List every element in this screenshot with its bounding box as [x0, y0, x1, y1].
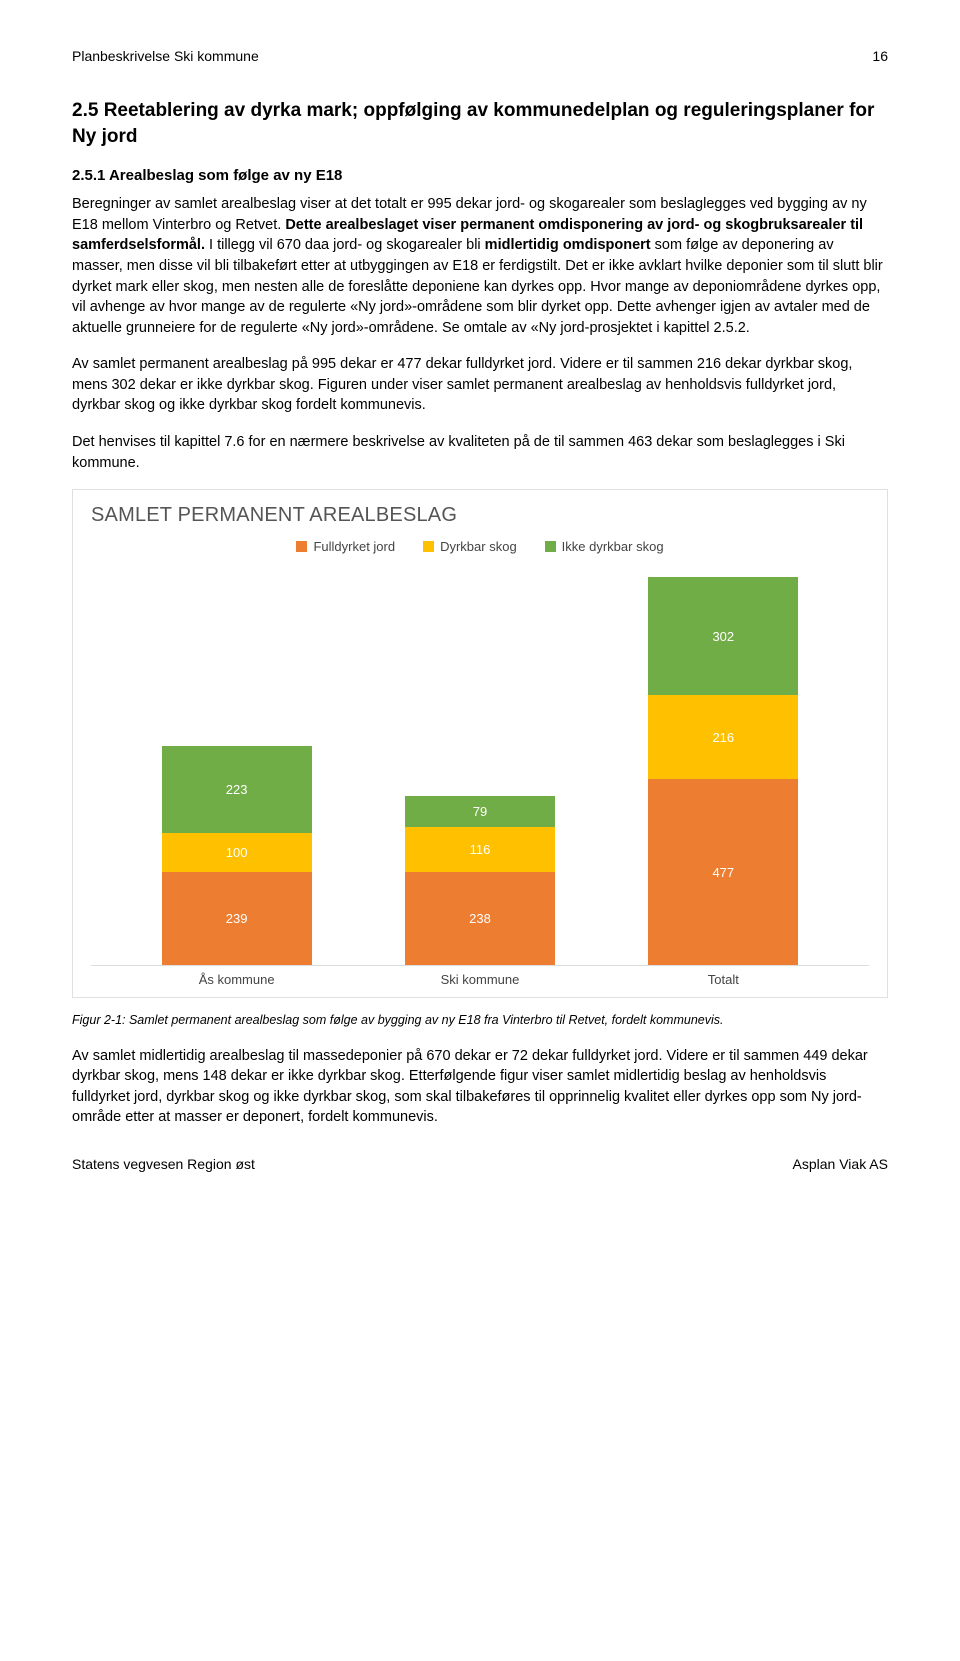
footer-right: Asplan Viak AS: [793, 1156, 888, 1172]
bar-segment-fulldyrket: 239: [162, 872, 312, 965]
bar-value: 100: [226, 845, 248, 860]
bar-value: 238: [469, 911, 491, 926]
legend-label: Dyrkbar skog: [440, 539, 517, 554]
bar-value: 216: [712, 730, 734, 745]
x-label: Ås kommune: [162, 972, 312, 987]
bar-segment-ikke-dyrkbar: 79: [405, 796, 555, 827]
chart-bar-ski: 79 116 238: [405, 796, 555, 965]
legend-label: Fulldyrket jord: [313, 539, 395, 554]
chart-x-axis-labels: Ås kommune Ski kommune Totalt: [91, 966, 869, 987]
paragraph-3: Det henvises til kapittel 7.6 for en nær…: [72, 432, 888, 473]
footer-left: Statens vegvesen Region øst: [72, 1156, 255, 1172]
bar-segment-fulldyrket: 477: [648, 779, 798, 965]
bar-segment-dyrkbar: 116: [405, 827, 555, 872]
swatch-icon: [545, 541, 556, 552]
bar-segment-ikke-dyrkbar: 302: [648, 577, 798, 695]
bar-segment-dyrkbar: 100: [162, 833, 312, 872]
paragraph-after-chart: Av samlet midlertidig arealbeslag til ma…: [72, 1046, 888, 1128]
paragraph-2: Av samlet permanent arealbeslag på 995 d…: [72, 354, 888, 416]
x-label: Totalt: [648, 972, 798, 987]
legend-item-dyrkbar: Dyrkbar skog: [423, 539, 517, 554]
swatch-icon: [296, 541, 307, 552]
text-run: I tillegg vil 670 daa jord- og skogareal…: [205, 237, 485, 253]
bar-value: 239: [226, 911, 248, 926]
bar-value: 116: [470, 842, 491, 857]
bar-value: 302: [712, 629, 734, 644]
section-heading: 2.5 Reetablering av dyrka mark; oppfølgi…: [72, 98, 888, 149]
swatch-icon: [423, 541, 434, 552]
chart-legend: Fulldyrket jord Dyrkbar skog Ikke dyrkba…: [91, 539, 869, 554]
chart-bar-totalt: 302 216 477: [648, 577, 798, 965]
bar-segment-ikke-dyrkbar: 223: [162, 746, 312, 833]
chart-bar-aas: 223 100 239: [162, 746, 312, 965]
chart-plot-area: 223 100 239 79 116 238 302 216 477: [91, 576, 869, 966]
header-page-number: 16: [872, 48, 888, 64]
running-header: Planbeskrivelse Ski kommune 16: [72, 48, 888, 64]
legend-item-fulldyrket: Fulldyrket jord: [296, 539, 395, 554]
bar-segment-dyrkbar: 216: [648, 695, 798, 779]
bar-segment-fulldyrket: 238: [405, 872, 555, 965]
page: Planbeskrivelse Ski kommune 16 2.5 Reeta…: [0, 0, 960, 1212]
figure-caption: Figur 2-1: Samlet permanent arealbeslag …: [72, 1012, 888, 1030]
subsection-heading: 2.5.1 Arealbeslag som følge av ny E18: [72, 167, 888, 184]
legend-item-ikke-dyrkbar: Ikke dyrkbar skog: [545, 539, 664, 554]
bar-value: 477: [712, 865, 734, 880]
bar-value: 79: [473, 804, 487, 819]
chart-container: SAMLET PERMANENT AREALBESLAG Fulldyrket …: [72, 489, 888, 998]
bar-value: 223: [226, 782, 248, 797]
header-left: Planbeskrivelse Ski kommune: [72, 48, 259, 64]
paragraph-1: Beregninger av samlet arealbeslag viser …: [72, 194, 888, 338]
legend-label: Ikke dyrkbar skog: [562, 539, 664, 554]
chart-title: SAMLET PERMANENT AREALBESLAG: [91, 504, 869, 527]
x-label: Ski kommune: [405, 972, 555, 987]
text-run-bold: midlertidig omdisponert: [485, 237, 651, 253]
running-footer: Statens vegvesen Region øst Asplan Viak …: [72, 1156, 888, 1172]
